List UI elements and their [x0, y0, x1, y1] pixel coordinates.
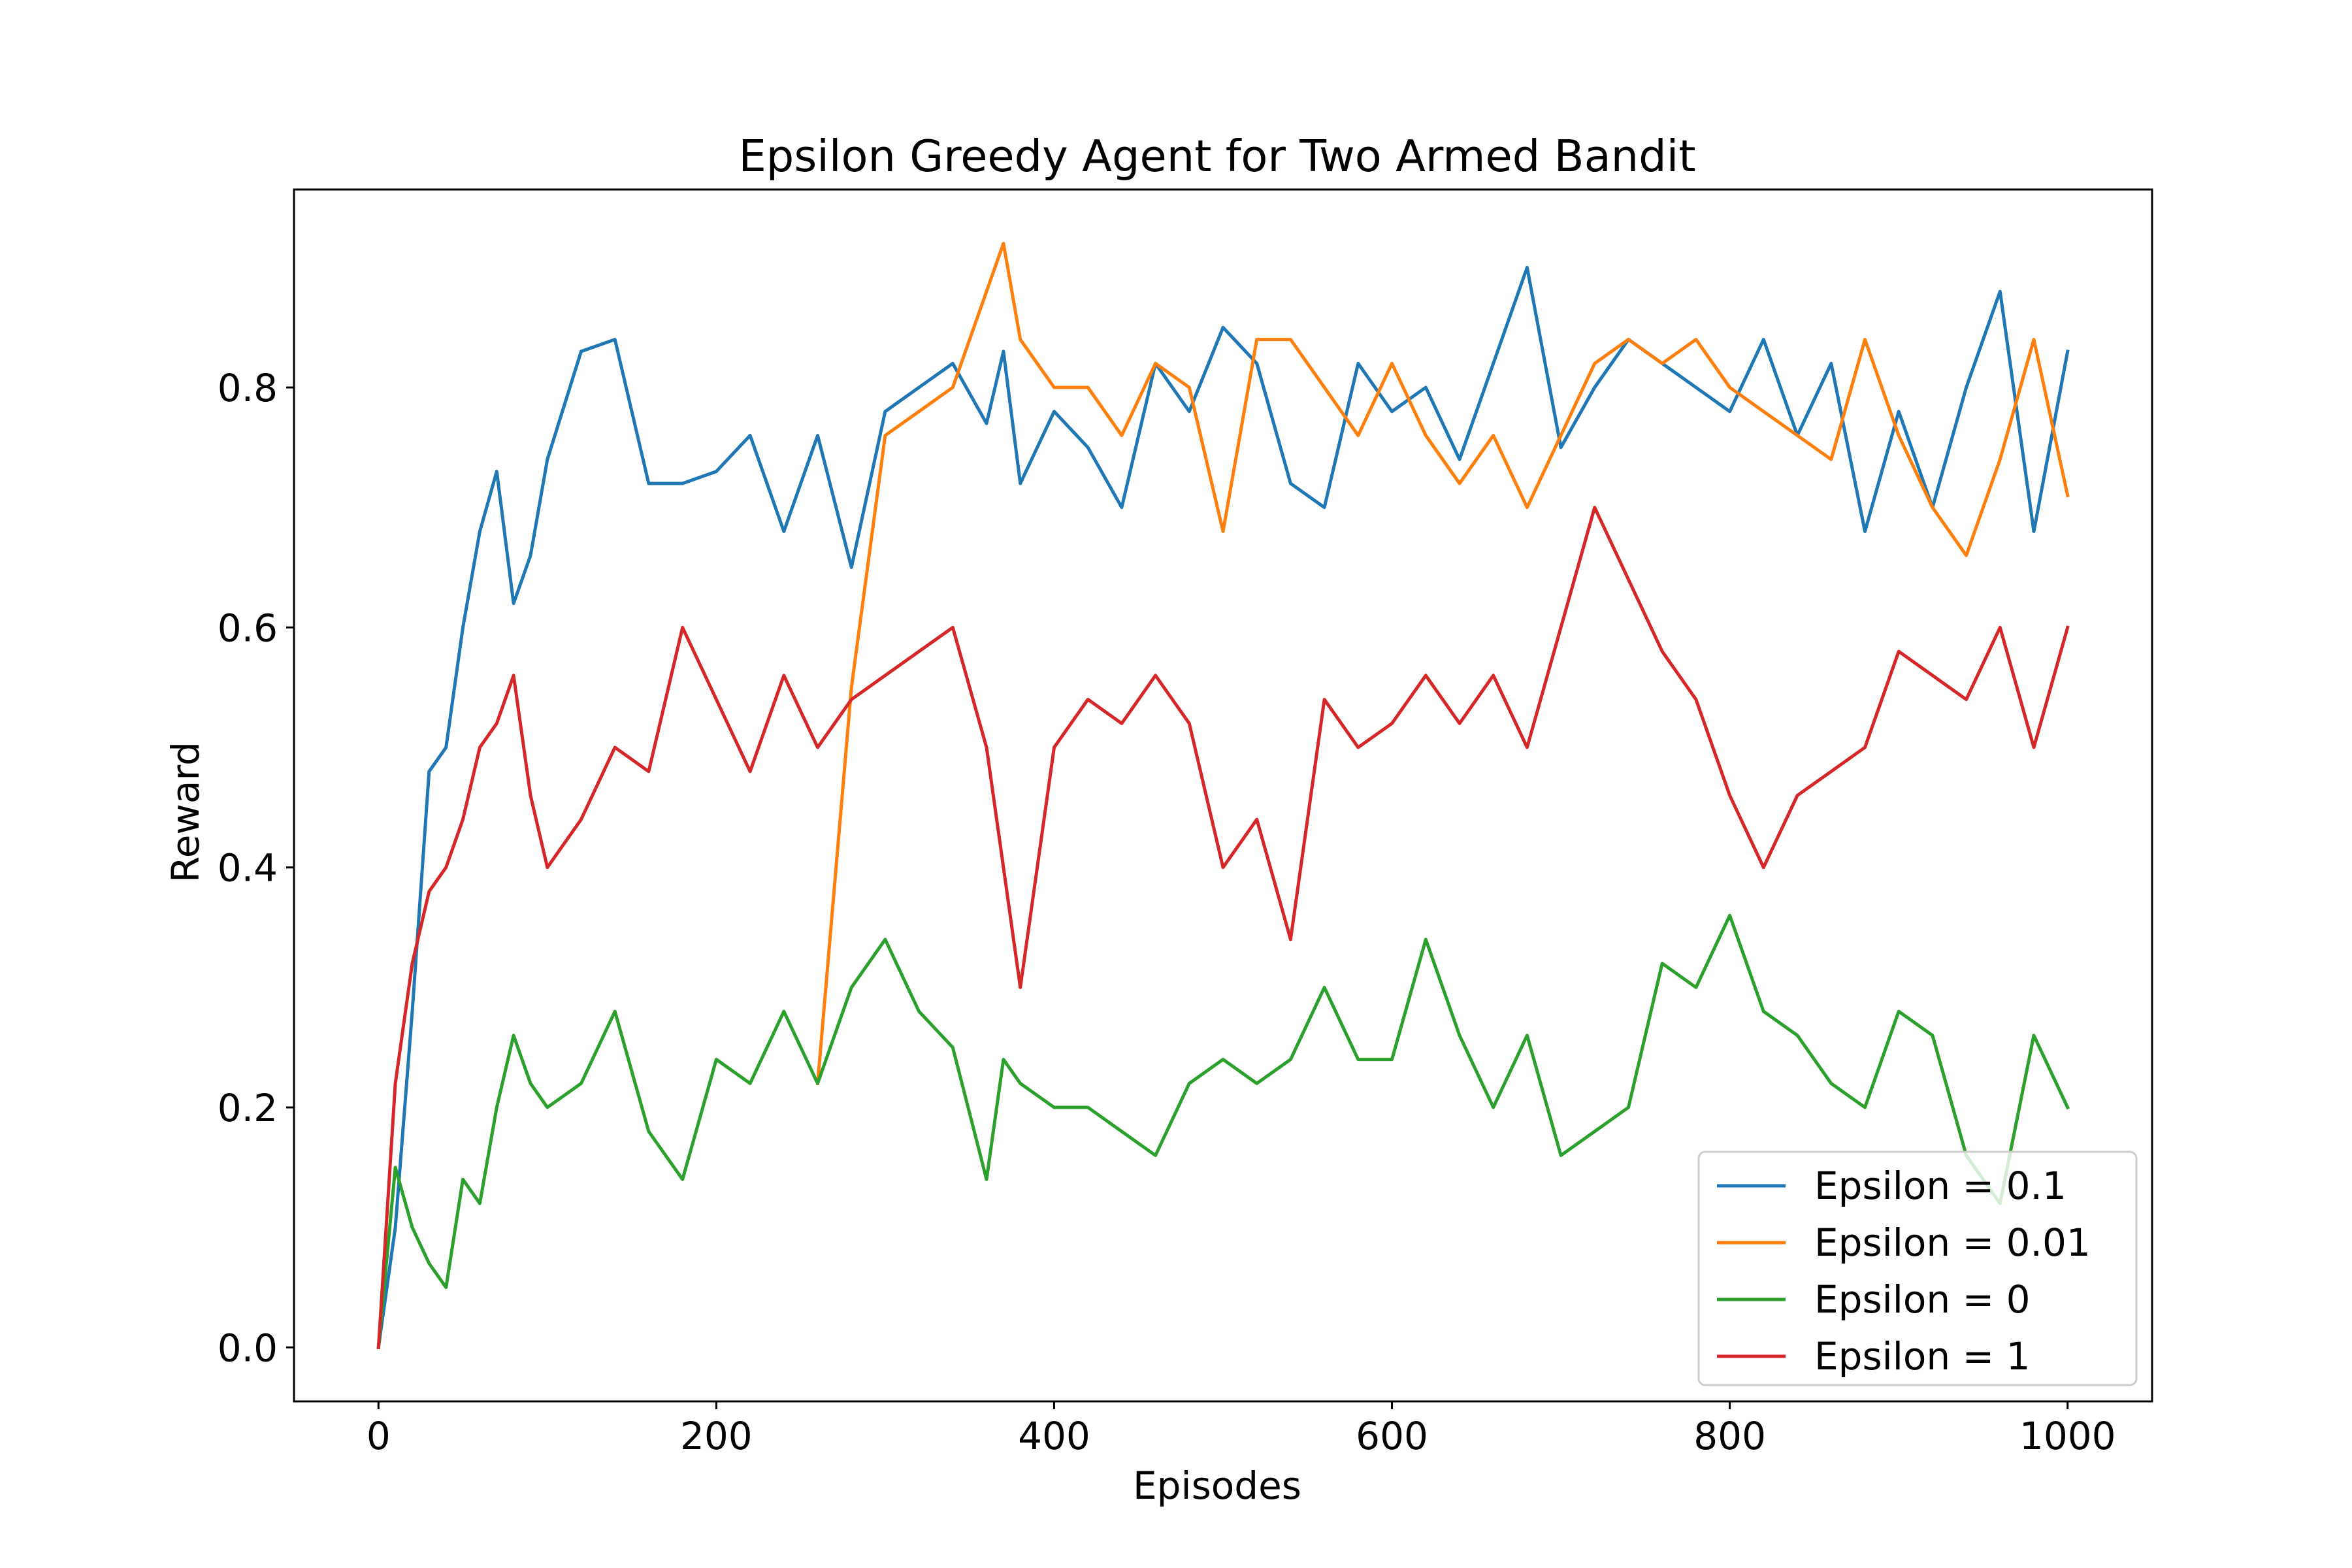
x-tick-label-0: 0 [367, 1414, 391, 1458]
series-line-0 [376, 265, 2070, 1350]
legend-label-3: Epsilon = 1 [1814, 1334, 2031, 1379]
legend-label-1: Epsilon = 0.01 [1814, 1220, 2091, 1265]
y-axis-label: Reward [163, 742, 208, 883]
legend: Epsilon = 0.1 Epsilon = 0.01 Epsilon = 0 Ep… [1697, 1151, 2138, 1386]
x-tick-label-3: 600 [1356, 1414, 1428, 1458]
y-tick-label-1: 0.2 [218, 1086, 278, 1130]
legend-label-2: Epsilon = 0 [1814, 1277, 2031, 1322]
series-line-2 [376, 913, 2070, 1350]
series-line-1 [815, 242, 2070, 1086]
x-tick-label-2: 400 [1018, 1414, 1090, 1458]
y-tick-label-3: 0.6 [218, 606, 278, 650]
plot-frame [293, 188, 2153, 1403]
x-axis-label: Episodes [1133, 1463, 1301, 1508]
x-tick-label-1: 200 [680, 1414, 753, 1458]
y-tick-label-2: 0.4 [218, 846, 278, 890]
y-tick-label-0: 0.0 [218, 1326, 278, 1370]
legend-label-0: Epsilon = 0.1 [1814, 1164, 2066, 1208]
y-tick-label-4: 0.8 [218, 366, 278, 410]
x-axis: 0 200 400 600 800 1000 [367, 1401, 2116, 1458]
legend-box [1697, 1151, 2138, 1386]
x-tick-label-5: 1000 [2019, 1414, 2116, 1458]
y-axis: 0.0 0.2 0.4 0.6 0.8 [218, 366, 294, 1370]
series-line-3 [376, 506, 2070, 1350]
series-layer [376, 242, 2070, 1350]
x-tick-label-4: 800 [1693, 1414, 1766, 1458]
chart-title: Epsilon Greedy Agent for Two Armed Bandi… [738, 131, 1695, 182]
